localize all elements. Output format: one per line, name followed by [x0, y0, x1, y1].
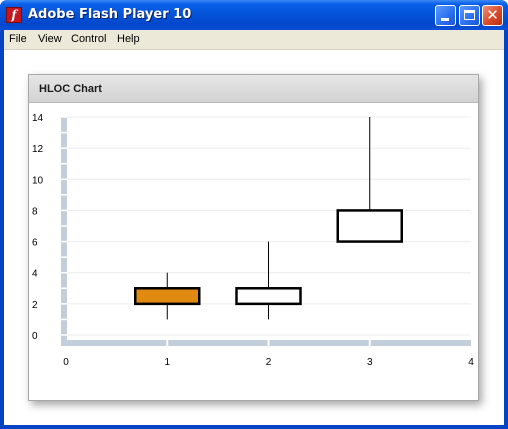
- window-title: Adobe Flash Player 10: [28, 7, 192, 22]
- minimize-icon: [441, 18, 449, 21]
- y-axis-band: [61, 117, 67, 345]
- y-tick-label: 0: [32, 331, 38, 342]
- close-button[interactable]: ✕: [482, 5, 503, 26]
- menu-help[interactable]: Help: [117, 33, 140, 45]
- minimize-button[interactable]: [435, 5, 456, 26]
- y-tick-label: 4: [32, 269, 38, 280]
- y-tick-label: 6: [32, 238, 38, 249]
- y-tick-label: 10: [32, 175, 44, 186]
- chart-panel: HLOC Chart 0 2 4 6 8 10 12 14 0 1 2 3 4: [28, 74, 479, 401]
- y-tick-label: 2: [32, 300, 38, 311]
- menu-bar: File View Control Help: [4, 30, 504, 50]
- hloc-body: [134, 287, 201, 306]
- flash-f-icon: f: [6, 7, 22, 23]
- hloc-body: [336, 209, 403, 243]
- x-tick-label: 1: [164, 357, 170, 368]
- x-tick-label: 4: [468, 357, 474, 368]
- x-tick-label: 3: [367, 357, 373, 368]
- menu-view[interactable]: View: [38, 33, 62, 45]
- maximize-button[interactable]: [459, 5, 480, 26]
- menu-file[interactable]: File: [9, 33, 27, 45]
- x-tick-label: 0: [63, 357, 69, 368]
- menu-control[interactable]: Control: [71, 33, 107, 45]
- maximize-icon: [464, 10, 475, 20]
- panel-title: HLOC Chart: [39, 83, 102, 95]
- hloc-body: [235, 287, 302, 306]
- x-tick-label: 2: [266, 357, 272, 368]
- y-tick-label: 8: [32, 206, 38, 217]
- y-tick-label: 12: [32, 144, 44, 155]
- title-bar[interactable]: f Adobe Flash Player 10 ✕: [0, 0, 508, 30]
- y-tick-label: 14: [32, 113, 44, 124]
- client-area: File View Control Help HLOC Chart 0 2 4 6 8 1…: [4, 30, 504, 425]
- x-axis-band: [61, 340, 471, 346]
- panel-header: HLOC Chart: [29, 75, 478, 103]
- close-icon: ✕: [486, 6, 499, 24]
